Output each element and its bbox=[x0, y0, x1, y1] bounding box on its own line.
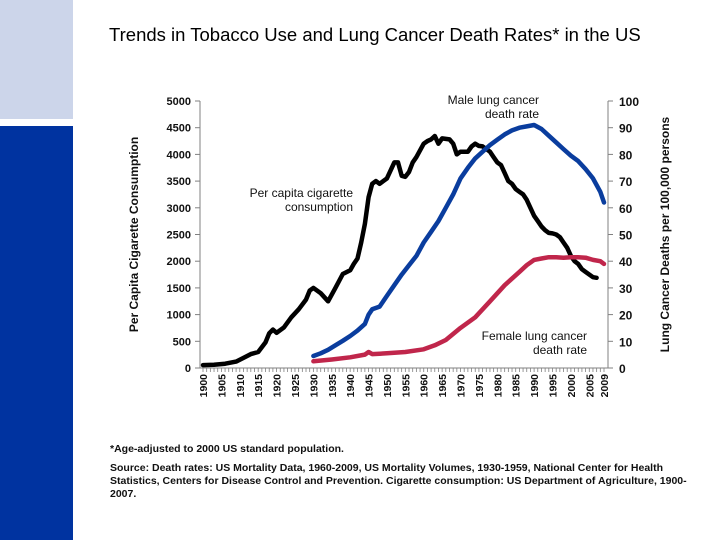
x-tick-label: 1965 bbox=[437, 374, 449, 398]
x-tick-label: 2005 bbox=[584, 374, 596, 398]
cigarette-consumption-annotation: Per capita cigarette bbox=[250, 186, 354, 200]
left-tick-label: 3500 bbox=[167, 176, 191, 188]
x-tick-label: 1970 bbox=[456, 374, 468, 398]
left-tick-label: 2500 bbox=[167, 230, 191, 242]
x-tick-label: 1920 bbox=[272, 374, 284, 398]
x-tick-label: 1905 bbox=[216, 374, 228, 398]
x-tick-label: 1935 bbox=[327, 374, 339, 398]
chart-axes: 0500100015002000250030003500400045005000… bbox=[167, 95, 640, 397]
x-tick-label: 1900 bbox=[198, 374, 210, 398]
x-tick-label: 1975 bbox=[474, 374, 486, 398]
right-tick-label: 60 bbox=[619, 202, 633, 216]
source-note: Source: Death rates: US Mortality Data, … bbox=[110, 462, 687, 500]
right-tick-label: 40 bbox=[619, 255, 633, 269]
left-tick-label: 1500 bbox=[167, 283, 191, 295]
right-tick-label: 70 bbox=[619, 175, 633, 189]
page-title: Trends in Tobacco Use and Lung Cancer De… bbox=[109, 24, 641, 45]
left-axis-title: Per Capita Cigarette Consumption bbox=[127, 137, 141, 332]
left-tick-label: 1000 bbox=[167, 310, 191, 322]
right-tick-label: 100 bbox=[619, 95, 639, 109]
x-tick-label: 1960 bbox=[419, 374, 431, 398]
x-tick-label: 1955 bbox=[400, 374, 412, 398]
x-tick-label: 1925 bbox=[290, 374, 302, 398]
left-tick-label: 2000 bbox=[167, 256, 191, 268]
right-axis-title: Lung Cancer Deaths per 100,000 persons bbox=[658, 116, 672, 352]
x-tick-label: 2009 bbox=[599, 374, 611, 398]
male-death-rate-annotation: death rate bbox=[485, 107, 539, 121]
left-tick-label: 3000 bbox=[167, 203, 191, 215]
x-tick-label: 1950 bbox=[382, 374, 394, 398]
left-tick-label: 4000 bbox=[167, 149, 191, 161]
left-tick-label: 500 bbox=[173, 336, 191, 348]
female-death-rate-annotation: death rate bbox=[533, 343, 587, 357]
left-tick-label: 0 bbox=[185, 363, 191, 375]
left-tick-label: 5000 bbox=[167, 96, 191, 108]
male-death-rate-line bbox=[311, 122, 607, 359]
x-tick-label: 1910 bbox=[235, 374, 247, 398]
female-death-rate-annotation: Female lung cancer bbox=[482, 329, 587, 343]
x-tick-label: 1930 bbox=[308, 374, 320, 398]
x-tick-label: 2000 bbox=[566, 374, 578, 398]
x-tick-label: 1940 bbox=[345, 374, 357, 398]
x-tick-label: 1990 bbox=[529, 374, 541, 398]
chart-series bbox=[200, 122, 607, 368]
cigarette-consumption-annotation: consumption bbox=[285, 200, 353, 214]
right-tick-label: 80 bbox=[619, 148, 633, 162]
x-tick-label: 1980 bbox=[492, 374, 504, 398]
right-tick-label: 30 bbox=[619, 282, 633, 296]
x-tick-label: 1945 bbox=[364, 374, 376, 398]
right-tick-label: 10 bbox=[619, 335, 633, 349]
sidebar-light-band bbox=[0, 0, 73, 119]
right-tick-label: 90 bbox=[619, 122, 633, 136]
right-tick-label: 50 bbox=[619, 229, 633, 243]
x-tick-label: 1985 bbox=[511, 374, 523, 398]
x-tick-label: 1995 bbox=[547, 374, 559, 398]
left-tick-label: 4500 bbox=[167, 123, 191, 135]
right-tick-label: 20 bbox=[619, 309, 633, 323]
chart-labels: Per Capita Cigarette Consumption Lung Can… bbox=[127, 93, 672, 357]
male-death-rate-annotation: Male lung cancer bbox=[448, 93, 539, 107]
female-death-rate-line bbox=[311, 254, 607, 364]
cigarette-consumption-line bbox=[200, 133, 599, 368]
footnote: *Age-adjusted to 2000 US standard popula… bbox=[110, 443, 344, 455]
x-tick-label: 1915 bbox=[253, 374, 265, 398]
right-tick-label: 0 bbox=[619, 362, 626, 376]
sidebar-dark-band bbox=[0, 126, 73, 540]
